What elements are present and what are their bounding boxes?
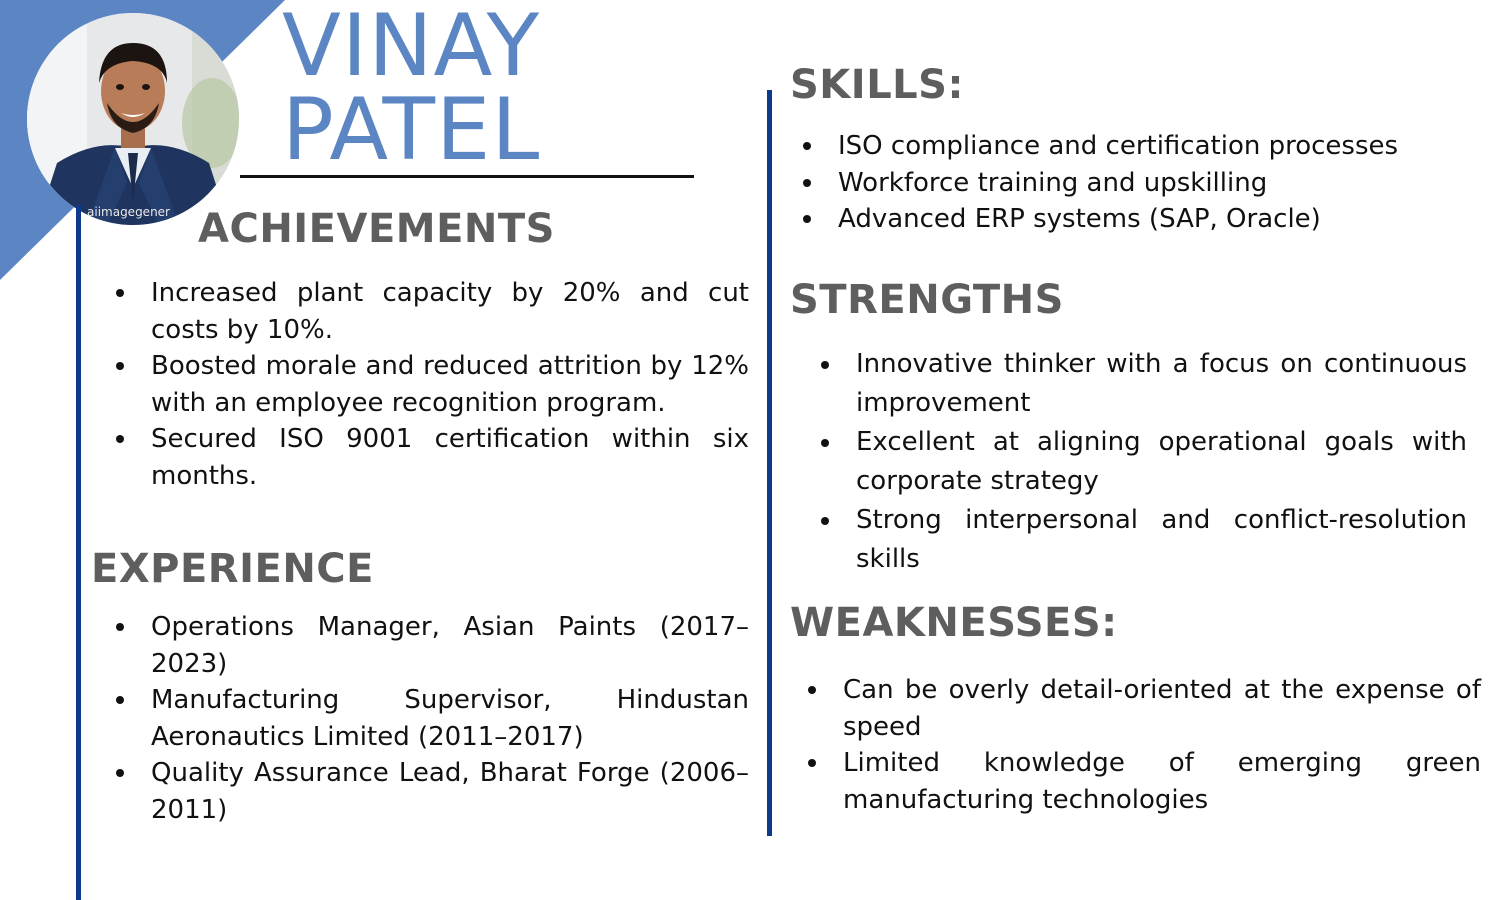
skills-list: ISO compliance and certification process…: [803, 128, 1478, 238]
profile-photo: [27, 13, 239, 225]
name-underline: [240, 175, 694, 178]
list-item: ISO compliance and certification process…: [803, 128, 1478, 165]
experience-list: Operations Manager, Asian Paints (2017–2…: [116, 609, 749, 828]
list-item: Innovative thinker with a focus on conti…: [821, 345, 1467, 423]
achievements-list: Increased plant capacity by 20% and cut …: [116, 275, 749, 494]
avatar: aiimagegener: [27, 13, 239, 225]
last-name: PATEL: [282, 80, 541, 180]
list-item: Increased plant capacity by 20% and cut …: [116, 275, 749, 348]
list-item: Manufacturing Supervisor, Hindustan Aero…: [116, 682, 749, 755]
achievements-heading: ACHIEVEMENTS: [198, 206, 555, 252]
list-item: Secured ISO 9001 certification within si…: [116, 421, 749, 494]
weaknesses-heading: WEAKNESSES:: [790, 600, 1118, 646]
list-item: Operations Manager, Asian Paints (2017–2…: [116, 609, 749, 682]
list-item: Workforce training and upskilling: [803, 165, 1478, 202]
skills-heading: SKILLS:: [790, 62, 964, 108]
name-title: VINAY PATEL: [282, 0, 541, 180]
list-item: Quality Assurance Lead, Bharat Forge (20…: [116, 755, 749, 828]
photo-watermark: aiimagegener: [87, 205, 170, 219]
list-item: Strong interpersonal and conflict-resolu…: [821, 501, 1467, 579]
list-item: Limited knowledge of emerging green manu…: [808, 745, 1481, 818]
left-divider-bar: [76, 205, 81, 900]
list-item: Advanced ERP systems (SAP, Oracle): [803, 201, 1478, 238]
strengths-heading: STRENGTHS: [790, 277, 1064, 323]
weaknesses-list: Can be overly detail-oriented at the exp…: [808, 672, 1481, 818]
list-item: Excellent at aligning operational goals …: [821, 423, 1467, 501]
list-item: Boosted morale and reduced attrition by …: [116, 348, 749, 421]
strengths-list: Innovative thinker with a focus on conti…: [821, 345, 1467, 579]
experience-heading: EXPERIENCE: [91, 546, 374, 592]
first-name: VINAY: [282, 0, 541, 96]
center-divider-bar: [767, 90, 772, 836]
list-item: Can be overly detail-oriented at the exp…: [808, 672, 1481, 745]
